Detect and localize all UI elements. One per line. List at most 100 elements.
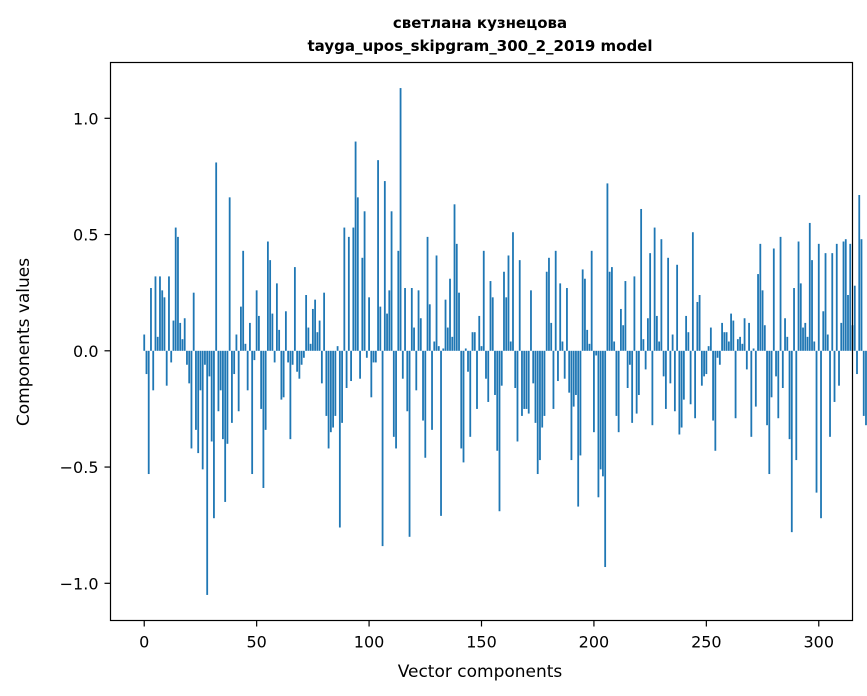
bar: [694, 350, 697, 419]
bar: [278, 329, 281, 351]
bar: [242, 250, 245, 351]
bar: [770, 350, 773, 398]
bar: [597, 350, 600, 498]
bar: [437, 346, 440, 351]
bar: [215, 162, 218, 351]
bar: [231, 350, 233, 423]
bar: [606, 183, 609, 351]
bar: [323, 292, 326, 351]
bar: [703, 350, 705, 377]
bar: [374, 350, 377, 363]
bar: [856, 350, 858, 375]
bar: [381, 350, 384, 547]
bar: [557, 350, 559, 382]
bar: [372, 350, 375, 363]
bar: [282, 350, 285, 398]
bar: [754, 350, 757, 407]
bar: [743, 318, 746, 351]
bar: [858, 195, 861, 351]
bar: [388, 290, 391, 351]
bar: [732, 320, 735, 351]
bar: [467, 350, 469, 372]
bar: [368, 297, 370, 351]
bar: [664, 350, 667, 409]
bar: [341, 350, 343, 423]
bar: [705, 350, 708, 375]
bar: [464, 348, 467, 351]
bar: [723, 332, 726, 351]
bar: [181, 339, 184, 351]
bar: [217, 350, 220, 412]
bar: [327, 350, 330, 449]
bar: [745, 350, 748, 370]
bar: [494, 350, 496, 395]
x-tick-label: 100: [354, 633, 385, 652]
bar: [503, 271, 505, 351]
bar: [691, 232, 694, 351]
bar: [415, 350, 418, 391]
bar: [788, 350, 791, 440]
bar: [219, 350, 222, 391]
bar: [433, 341, 436, 351]
x-axis-ticks: 0 50 100 150 200 250 300: [139, 620, 834, 652]
bar: [451, 336, 454, 351]
bar: [273, 350, 276, 363]
y-axis-label: Components values: [14, 258, 34, 426]
bar: [377, 160, 379, 351]
bar: [143, 334, 146, 351]
bar: [577, 350, 580, 507]
bar: [696, 301, 699, 351]
bar-series: [143, 88, 867, 595]
bar: [799, 283, 802, 351]
bar: [213, 350, 215, 519]
bar: [709, 327, 712, 351]
bar: [633, 276, 636, 351]
bar: [734, 350, 737, 419]
bar: [359, 350, 361, 379]
bar: [548, 257, 550, 351]
bar: [478, 315, 481, 351]
bar: [318, 320, 321, 351]
bar: [824, 253, 827, 351]
bar: [197, 350, 200, 454]
bar: [240, 306, 242, 351]
bar: [390, 211, 393, 351]
bar: [264, 350, 267, 430]
bar: [602, 350, 604, 477]
bar: [152, 350, 155, 391]
bar: [786, 336, 789, 351]
bar: [826, 334, 829, 351]
bar: [183, 318, 186, 351]
bar: [480, 346, 483, 351]
bar: [698, 295, 701, 351]
bar: [784, 318, 786, 351]
bar: [249, 322, 251, 351]
bar: [293, 267, 296, 351]
bar: [727, 341, 730, 351]
bar: [626, 350, 629, 388]
bar: [383, 181, 386, 351]
bar: [579, 350, 582, 456]
bar: [707, 346, 710, 351]
bar: [682, 350, 685, 400]
chart-title-line1: светлана кузнецова: [393, 14, 567, 32]
bar: [741, 343, 744, 351]
bar: [210, 350, 213, 442]
bar: [570, 350, 573, 461]
plot-frame: [109, 61, 854, 622]
bar: [568, 350, 571, 393]
bar: [401, 350, 404, 379]
bar: [620, 308, 622, 351]
bar: [797, 241, 800, 351]
bar: [687, 332, 690, 351]
bar: [759, 243, 762, 351]
bar: [379, 306, 382, 351]
bar: [233, 350, 236, 375]
bar: [473, 332, 476, 351]
bar: [147, 350, 150, 475]
bar: [671, 334, 674, 351]
bar: [811, 260, 813, 351]
bar: [543, 350, 546, 416]
bar: [768, 350, 771, 475]
bar: [444, 299, 447, 351]
